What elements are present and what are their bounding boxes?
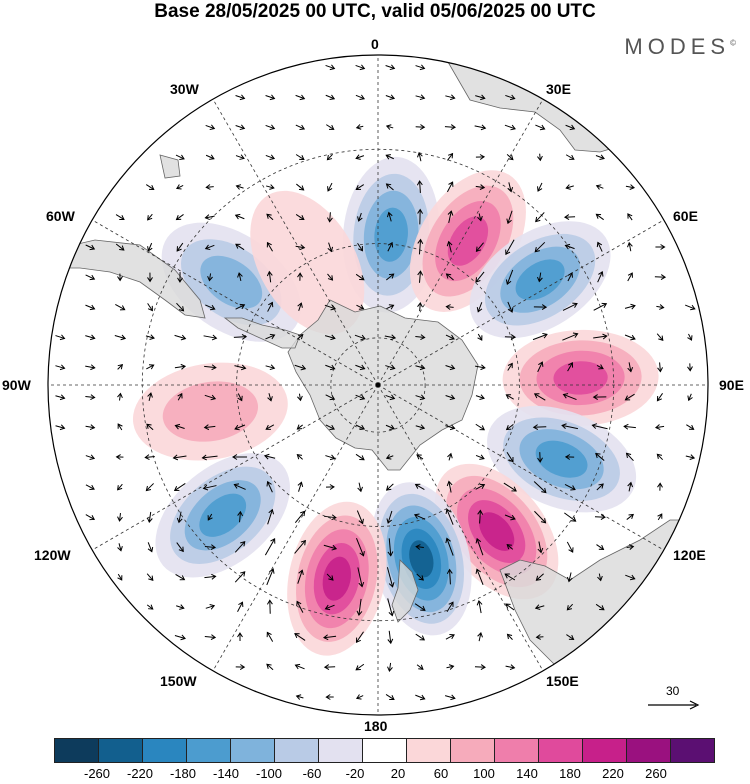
lon-label-150w: 150W bbox=[160, 673, 197, 689]
colorbar-swatch-7 bbox=[319, 738, 363, 763]
colorbar bbox=[54, 738, 715, 765]
colorbar-ticks: -260 -220 -180 -140 -100 -60 -20 20 60 100 140 180 2… bbox=[0, 766, 750, 784]
colorbar-tick-label: -60 bbox=[303, 766, 322, 781]
colorbar-tick-label: 100 bbox=[473, 766, 495, 781]
colorbar-swatch-1 bbox=[54, 738, 99, 763]
lon-label-120e: 120E bbox=[673, 547, 706, 563]
colorbar-tick-label: -20 bbox=[346, 766, 365, 781]
lon-label-0: 0 bbox=[371, 36, 379, 52]
colorbar-tick-label: 260 bbox=[645, 766, 667, 781]
colorbar-swatch-4 bbox=[187, 738, 231, 763]
wind-vector-shaft bbox=[534, 427, 547, 428]
lon-label-90e: 90E bbox=[719, 377, 744, 393]
colorbar-tick-label: -140 bbox=[213, 766, 239, 781]
lon-label-30w: 30W bbox=[170, 81, 199, 97]
colorbar-tick-label: -260 bbox=[84, 766, 110, 781]
vector-scale-label: 30 bbox=[666, 684, 679, 698]
colorbar-tick-label: 220 bbox=[602, 766, 624, 781]
colorbar-tick-label: 140 bbox=[516, 766, 538, 781]
colorbar-swatch-5 bbox=[231, 738, 275, 763]
lon-label-60w: 60W bbox=[46, 208, 75, 224]
colorbar-swatch-14 bbox=[627, 738, 671, 763]
colorbar-swatch-13 bbox=[583, 738, 627, 763]
colorbar-swatch-6 bbox=[275, 738, 319, 763]
colorbar-swatch-8 bbox=[363, 738, 407, 763]
south-pole-marker bbox=[376, 383, 381, 388]
colorbar-swatch-12 bbox=[539, 738, 583, 763]
colorbar-tick-label: 20 bbox=[391, 766, 405, 781]
colorbar-tick-label: -220 bbox=[127, 766, 153, 781]
lon-label-30e: 30E bbox=[546, 81, 571, 97]
colorbar-swatch-10 bbox=[451, 738, 495, 763]
lon-label-180: 180 bbox=[364, 718, 387, 734]
colorbar-swatch-15 bbox=[671, 738, 715, 763]
wind-vector-shaft bbox=[234, 337, 246, 338]
colorbar-tick-label: -100 bbox=[256, 766, 282, 781]
colorbar-tick-label: -180 bbox=[170, 766, 196, 781]
lon-label-60e: 60E bbox=[673, 208, 698, 224]
colorbar-tick-label: 180 bbox=[559, 766, 581, 781]
colorbar-swatch-3 bbox=[143, 738, 187, 763]
vector-scale-arrow-icon bbox=[648, 701, 698, 709]
colorbar-swatch-2 bbox=[99, 738, 143, 763]
colorbar-swatch-11 bbox=[495, 738, 539, 763]
lon-label-150e: 150E bbox=[546, 673, 579, 689]
lon-label-120w: 120W bbox=[34, 547, 71, 563]
lon-label-90w: 90W bbox=[2, 377, 31, 393]
colorbar-tick-label: 60 bbox=[434, 766, 448, 781]
colorbar-swatch-9 bbox=[407, 738, 451, 763]
